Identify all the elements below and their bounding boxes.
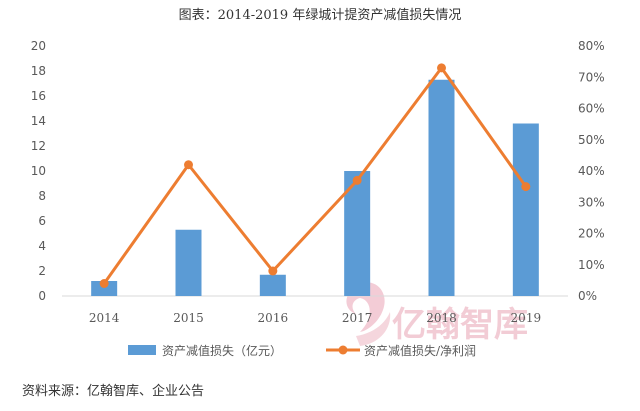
y-left-tick-label: 20	[31, 39, 46, 53]
y-right-tick-label: 60%	[578, 102, 605, 116]
x-tick-label: 2015	[173, 311, 204, 325]
watermark-logo: 亿翰智库	[346, 282, 528, 346]
line-point	[268, 266, 278, 276]
y-left-tick-label: 10	[31, 164, 46, 178]
line-point	[184, 160, 193, 170]
x-tick-label: 2017	[342, 311, 373, 325]
legend-line-marker	[338, 345, 348, 355]
y-left-tick-label: 0	[38, 289, 46, 303]
bar	[175, 229, 202, 296]
y-left-tick-label: 6	[38, 214, 46, 228]
line-series	[102, 66, 528, 285]
bar	[91, 281, 118, 296]
legend-bar-swatch	[128, 345, 156, 355]
legend-bar-label: 资产减值损失（亿元）	[162, 343, 282, 358]
bar	[259, 274, 286, 296]
line-point	[99, 279, 109, 288]
y-right-tick-label: 50%	[578, 133, 605, 147]
y-left-tick-label: 14	[31, 114, 46, 128]
source-note: 资料来源：亿翰智库、企业公告	[22, 384, 205, 399]
y-left-tick-label: 8	[38, 189, 46, 203]
x-tick-label: 2019	[511, 311, 542, 325]
y-right-tick-label: 40%	[578, 164, 605, 178]
x-tick-label: 2018	[426, 311, 457, 325]
y-right-tick-label: 70%	[578, 70, 605, 84]
chart-title: 图表：2014-2019 年绿城计提资产减值损失情况	[178, 8, 462, 23]
line-point	[521, 182, 531, 192]
y-left-tick-label: 16	[31, 89, 46, 103]
y-left-tick-label: 4	[38, 239, 46, 253]
x-tick-label: 2014	[89, 311, 120, 325]
line-point	[437, 63, 446, 73]
line-point	[352, 175, 362, 185]
y-left-tick-label: 12	[31, 139, 46, 153]
legend-line-label: 资产减值损失/净利润	[364, 343, 476, 358]
y-left-tick-label: 2	[38, 264, 46, 278]
y-right-tick-label: 10%	[578, 258, 605, 272]
y-left-tick-label: 18	[31, 64, 46, 78]
y-right-tick-label: 20%	[578, 227, 605, 241]
watermark-text: 亿翰智库	[392, 305, 528, 345]
y-right-tick-label: 80%	[578, 39, 605, 53]
bar	[428, 79, 455, 296]
x-tick-label: 2016	[258, 311, 289, 325]
y-right-tick-label: 0%	[578, 289, 597, 303]
bar	[512, 123, 539, 296]
y-right-tick-label: 30%	[578, 195, 605, 209]
